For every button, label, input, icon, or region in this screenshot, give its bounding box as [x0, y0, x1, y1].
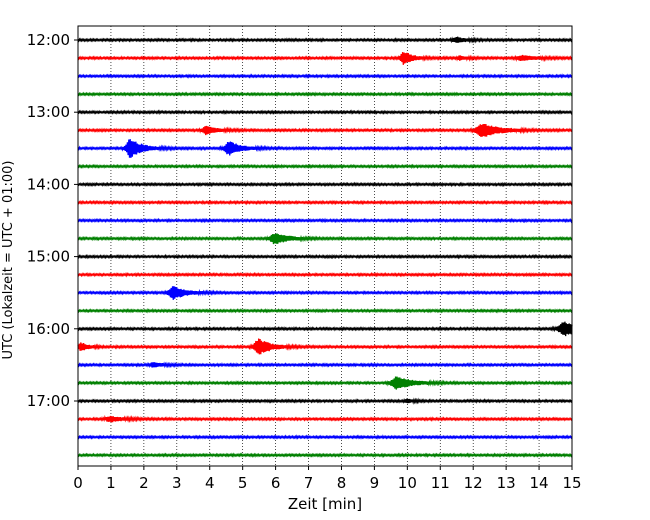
x-tick-label: 5 — [238, 474, 248, 492]
seismic-trace — [77, 253, 573, 260]
seismic-trace — [77, 338, 573, 355]
x-tick-label: 3 — [172, 474, 182, 492]
y-tick-label: 13:00 — [27, 103, 70, 121]
x-tick-label: 0 — [73, 474, 83, 492]
y-axis: 12:00 13:00 14:00 15:00 16:00 17:00 — [27, 31, 78, 410]
seismic-trace — [77, 91, 573, 97]
seismic-trace — [77, 397, 573, 405]
seismic-trace — [77, 414, 573, 423]
seismic-trace — [77, 139, 573, 158]
seismic-trace — [77, 217, 573, 224]
x-tick-label: 4 — [205, 474, 215, 492]
y-axis-label: UTC (Lokalzeit = UTC + 01:00) — [1, 161, 16, 360]
x-tick-label: 2 — [139, 474, 149, 492]
x-tick-label: 11 — [431, 474, 450, 492]
x-tick-label: 1 — [106, 474, 116, 492]
seismic-trace — [77, 321, 573, 337]
x-axis: 0 1 2 3 4 5 6 7 8 9 10 11 12 13 14 15 — [73, 466, 582, 492]
seismic-trace — [77, 271, 573, 278]
seismic-trace — [77, 123, 573, 137]
x-tick-label: 12 — [464, 474, 483, 492]
x-tick-label: 10 — [398, 474, 417, 492]
seismic-trace — [77, 452, 573, 458]
seismic-trace — [77, 199, 573, 206]
seismic-trace — [77, 52, 573, 65]
seismic-trace — [77, 73, 573, 79]
x-tick-label: 14 — [530, 474, 549, 492]
y-tick-label: 12:00 — [27, 31, 70, 49]
grid — [110, 26, 540, 466]
x-tick-label: 9 — [370, 474, 380, 492]
seismic-trace — [77, 36, 573, 44]
seismic-trace — [77, 181, 573, 188]
seismic-trace — [77, 233, 573, 245]
y-tick-label: 14:00 — [27, 175, 70, 193]
x-tick-label: 8 — [337, 474, 347, 492]
x-tick-label: 7 — [304, 474, 314, 492]
seismic-trace — [77, 434, 573, 440]
y-tick-label: 15:00 — [27, 248, 70, 266]
y-tick-label: 17:00 — [27, 392, 70, 410]
seismic-trace — [77, 307, 573, 314]
seismic-trace — [77, 286, 573, 300]
plot-frame — [77, 25, 573, 467]
seismic-trace — [77, 109, 573, 116]
x-tick-label: 15 — [562, 474, 581, 492]
traces — [77, 36, 573, 458]
seismic-trace — [77, 163, 573, 170]
seismic-trace — [77, 376, 573, 390]
seismic-trace — [77, 361, 573, 369]
x-tick-label: 6 — [271, 474, 281, 492]
x-axis-label: Zeit [min] — [288, 495, 362, 513]
x-tick-label: 13 — [497, 474, 516, 492]
y-tick-label: 16:00 — [27, 320, 70, 338]
